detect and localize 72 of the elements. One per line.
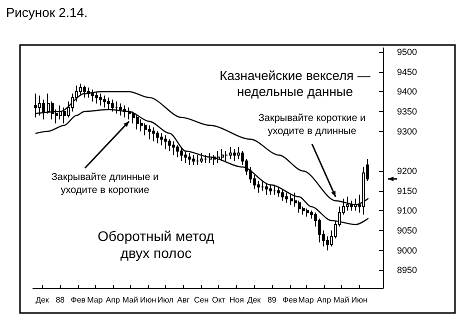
candlestick [200, 152, 203, 164]
y-tick-label: 9000 [397, 245, 418, 256]
y-tick-label: 9150 [397, 186, 418, 196]
candlestick [140, 118, 143, 132]
y-tick-label: 8950 [397, 265, 418, 276]
x-tick-label: Авг [177, 296, 190, 304]
candlestick [196, 154, 199, 166]
chart-title: Рисунок 2.14. [6, 5, 88, 20]
x-tick-label: Июн [351, 296, 368, 304]
candlestick [265, 182, 268, 196]
x-tick-label: Апр [106, 296, 120, 304]
candlestick [152, 126, 155, 142]
candlestick [148, 124, 151, 140]
x-tick-label: Фев [70, 296, 86, 304]
x-tick-label: Май [334, 296, 350, 304]
x-tick-label: Фев [282, 296, 298, 304]
candlestick [290, 194, 293, 206]
text: Казначейские векселя — недельные данные [218, 68, 372, 100]
x-tick-label: Дек [36, 296, 50, 304]
x-tick-label: Мар [298, 296, 314, 304]
candlestick [160, 132, 163, 146]
candlestick [188, 152, 191, 166]
candlestick [184, 150, 187, 164]
y-tick-label: 9300 [397, 126, 418, 136]
candlestick [269, 184, 272, 196]
candlestick [225, 150, 228, 162]
candlestick [261, 180, 264, 192]
candlestick [233, 148, 236, 162]
x-tick-label: Июн [140, 296, 156, 304]
candlestick [164, 134, 167, 150]
candlestick [168, 138, 171, 152]
candlestick [144, 122, 147, 136]
candlestick [213, 154, 216, 166]
candlestick [176, 144, 179, 158]
y-tick-label: 9200 [397, 166, 418, 176]
x-tick-label: Окт [212, 296, 226, 304]
y-tick-label: 9100 [397, 206, 418, 216]
candlestick [285, 192, 288, 204]
candlestick [172, 140, 175, 156]
x-tick-label: Ноя [229, 296, 244, 304]
candlestick [136, 114, 139, 130]
y-tick-label: 9400 [397, 86, 418, 97]
candlestick [156, 130, 159, 144]
candlestick [180, 146, 183, 162]
candlestick [277, 186, 280, 198]
candlestick [306, 208, 309, 218]
candlestick [209, 152, 212, 164]
x-tick-label: Апр [316, 296, 332, 304]
candlestick [281, 188, 284, 202]
candlestick [204, 154, 207, 164]
x-tick-label: 88 [56, 296, 66, 304]
y-tick-label: 9450 [397, 66, 418, 77]
annotation: Закрывайте короткие и уходите в длинные [257, 112, 367, 138]
candlestick [59, 105, 62, 120]
y-tick-label: 9350 [397, 106, 418, 116]
x-tick-label: 89 [267, 296, 277, 304]
y-tick-label: 9050 [397, 225, 418, 236]
candlestick [229, 146, 232, 160]
candlestick [221, 148, 224, 162]
annotation: Оборотный метод двух полос [96, 228, 216, 262]
y-tick-label: 9500 [397, 46, 418, 57]
x-tick-label: Июл [157, 296, 174, 304]
candlestick [38, 95, 41, 116]
candlestick [192, 154, 195, 166]
x-tick-label: Дек [247, 296, 262, 304]
candlestick [42, 99, 45, 120]
x-tick-label: Май [122, 296, 138, 304]
candlestick [217, 150, 220, 164]
candlestick [273, 184, 276, 196]
annotation: Закрывайте длинные и уходите в короткие [50, 171, 160, 197]
x-tick-label: Мар [87, 296, 104, 304]
x-tick-label: Сен [194, 296, 209, 304]
